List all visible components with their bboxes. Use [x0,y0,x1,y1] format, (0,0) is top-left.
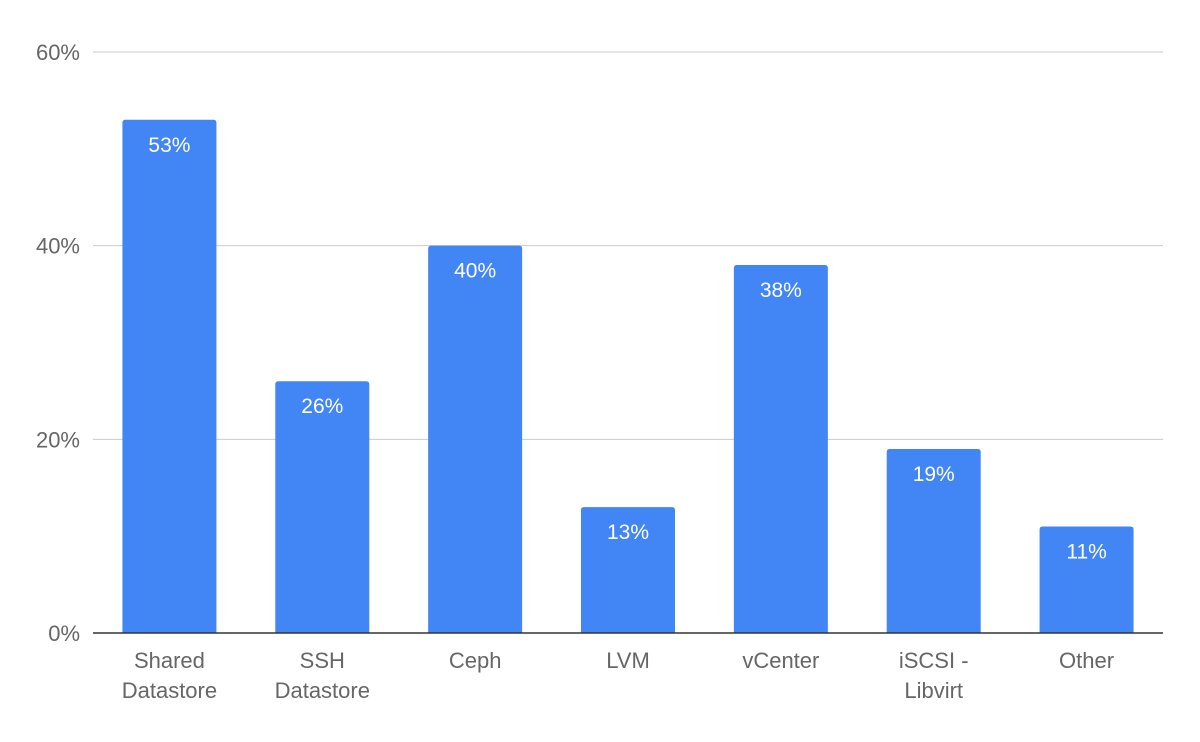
bar [733,265,828,633]
x-category-label: Other [1059,648,1114,673]
y-tick-label: 40% [36,234,80,259]
bar [428,245,523,633]
bar-value-label: 53% [148,134,190,157]
x-category-label: LVM [606,648,650,673]
bar [1039,526,1134,633]
x-category-label: SSH [300,648,345,673]
y-tick-label: 60% [36,40,80,65]
x-axis-category-labels: Shared Datastore SSH Datastore Ceph LVM vCente… [122,648,1114,703]
x-category-label: Shared [134,648,205,673]
bar-value-label: 26% [301,395,343,418]
y-tick-label: 20% [36,427,80,452]
x-category-label: vCenter [742,648,819,673]
x-category-label: Ceph [449,648,502,673]
bar [122,119,217,634]
x-category-label: Datastore [122,678,217,703]
bar-value-label: 38% [760,279,802,302]
bar [275,381,370,633]
y-tick-label: 0% [48,621,80,646]
x-category-label: Libvirt [904,678,963,703]
bar-value-label: 11% [1066,540,1106,563]
bars: 53% 26% 40% 13% 38% 19% 11% [122,119,1134,634]
x-category-label: iSCSI - [899,648,969,673]
bar-value-label: 19% [913,463,955,486]
gridlines [93,51,1163,440]
x-category-label: Datastore [275,678,370,703]
bar [581,507,675,633]
bar [886,449,981,633]
y-axis-tick-labels: 0% 20% 40% 60% [36,40,80,646]
bar-value-label: 13% [607,521,649,544]
bar-value-label: 40% [454,260,496,283]
